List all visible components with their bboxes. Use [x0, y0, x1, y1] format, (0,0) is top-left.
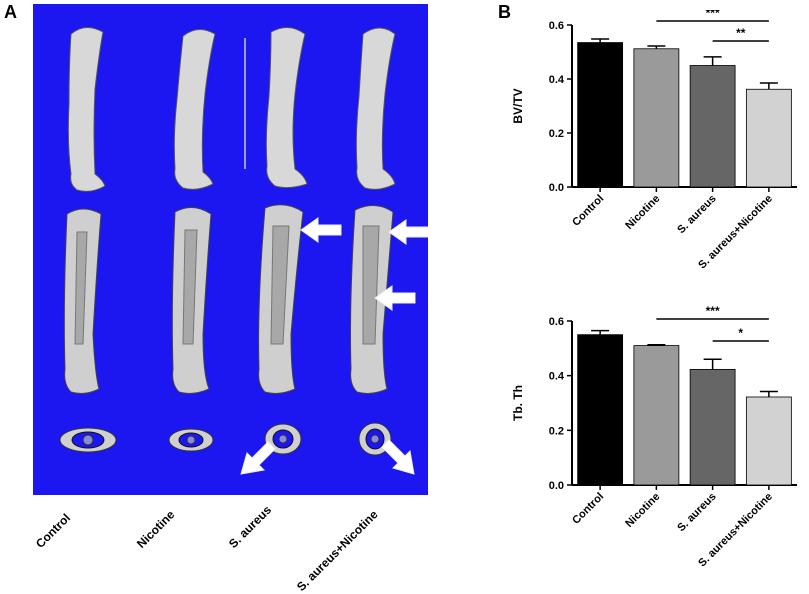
cross-section-saureus	[264, 423, 302, 455]
arrow-icon	[388, 219, 430, 245]
arrow-icon	[381, 439, 415, 475]
y-axis-label: Tb. Th	[511, 385, 525, 421]
tbth-bar-chart: 0.0 0.2 0.4 0.6 Tb. Th Control Nicotine S. aure…	[511, 304, 797, 569]
x-tick-label: Control	[570, 193, 606, 229]
femur-nicotine-section	[171, 207, 212, 394]
bar-1	[577, 334, 624, 486]
bar-2	[633, 345, 680, 486]
femur-control-section	[63, 208, 102, 394]
significance-label: ***	[706, 10, 720, 20]
y-tick-label: 0.6	[549, 20, 564, 32]
cross-section-control	[59, 427, 117, 453]
x-tick-label: Control	[570, 491, 606, 527]
significance-label: *	[738, 326, 743, 340]
significance-label: ***	[706, 304, 720, 318]
bar-3	[689, 368, 736, 486]
y-tick-label: 0.0	[549, 480, 564, 492]
group-label-control: Control	[33, 510, 74, 551]
femur-saureus-top	[265, 27, 308, 189]
micro-ct-image-panel	[33, 4, 430, 495]
panel-b-letter: B	[498, 2, 511, 22]
y-tick-label: 0.2	[549, 425, 564, 437]
group-label-saureus: S. aureus	[226, 502, 275, 551]
femur-saureus-section	[258, 204, 304, 394]
bar-2	[633, 48, 680, 188]
panel-a-letter: A	[4, 2, 17, 22]
y-tick-label: 0.0	[549, 182, 564, 194]
y-tick-label: 0.4	[549, 371, 565, 383]
bar-4	[745, 88, 792, 188]
significance-label: **	[736, 26, 746, 40]
femur-control-top	[67, 27, 106, 192]
x-tick-label: Nicotine	[623, 491, 662, 530]
cross-section-nicotine	[168, 428, 214, 452]
y-tick-label: 0.4	[549, 74, 565, 86]
y-axis-label: BV/TV	[511, 88, 525, 123]
group-label-nicotine: Nicotine	[134, 507, 178, 551]
bar-4	[745, 396, 792, 486]
arrow-icon	[240, 441, 276, 475]
bar-3	[689, 65, 736, 188]
femur-saureus-nicotine-top	[355, 27, 396, 190]
arrow-icon	[374, 285, 416, 311]
femur-nicotine-top	[173, 29, 216, 190]
y-tick-label: 0.6	[549, 316, 564, 328]
x-tick-label: S. aureus	[675, 193, 719, 237]
femur-saureus-nicotine-section	[350, 205, 394, 394]
arrow-icon	[300, 217, 342, 243]
y-tick-label: 0.2	[549, 128, 564, 140]
group-label-saureus-nicotine: S. aureus+Nicotine	[294, 507, 381, 594]
x-tick-label: Nicotine	[623, 193, 662, 232]
bvtv-bar-chart: 0.0 0.2 0.4 0.6 BV/TV Control Nicotine S. aureu…	[511, 10, 797, 271]
bar-1	[577, 42, 624, 188]
x-tick-label: S. aureus	[675, 491, 719, 535]
micro-ct-bone-renders	[59, 27, 430, 475]
